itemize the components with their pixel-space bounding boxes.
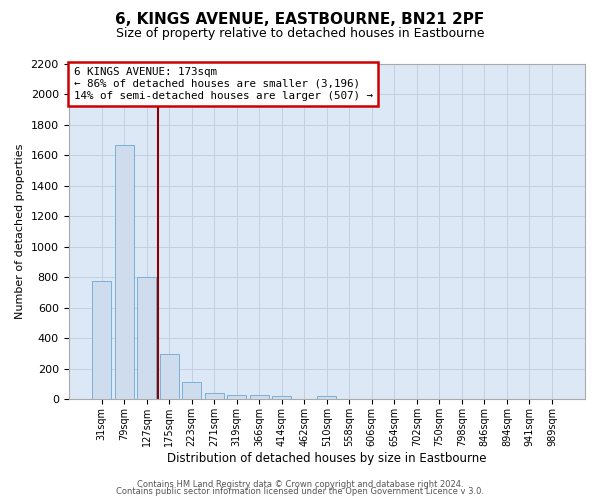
X-axis label: Distribution of detached houses by size in Eastbourne: Distribution of detached houses by size … <box>167 452 487 465</box>
Bar <box>137 278 156 400</box>
Y-axis label: Number of detached properties: Number of detached properties <box>15 144 25 320</box>
Text: Contains HM Land Registry data © Crown copyright and database right 2024.: Contains HM Land Registry data © Crown c… <box>137 480 463 489</box>
Bar <box>160 354 179 400</box>
Text: Contains public sector information licensed under the Open Government Licence v : Contains public sector information licen… <box>116 487 484 496</box>
Bar <box>115 145 134 400</box>
Text: Size of property relative to detached houses in Eastbourne: Size of property relative to detached ho… <box>116 28 484 40</box>
Bar <box>272 396 291 400</box>
Bar <box>92 280 111 400</box>
Bar <box>227 395 246 400</box>
Bar <box>182 382 201 400</box>
Bar <box>250 395 269 400</box>
Bar <box>317 396 337 400</box>
Bar <box>205 394 224 400</box>
Text: 6 KINGS AVENUE: 173sqm
← 86% of detached houses are smaller (3,196)
14% of semi-: 6 KINGS AVENUE: 173sqm ← 86% of detached… <box>74 68 373 100</box>
Text: 6, KINGS AVENUE, EASTBOURNE, BN21 2PF: 6, KINGS AVENUE, EASTBOURNE, BN21 2PF <box>115 12 485 28</box>
